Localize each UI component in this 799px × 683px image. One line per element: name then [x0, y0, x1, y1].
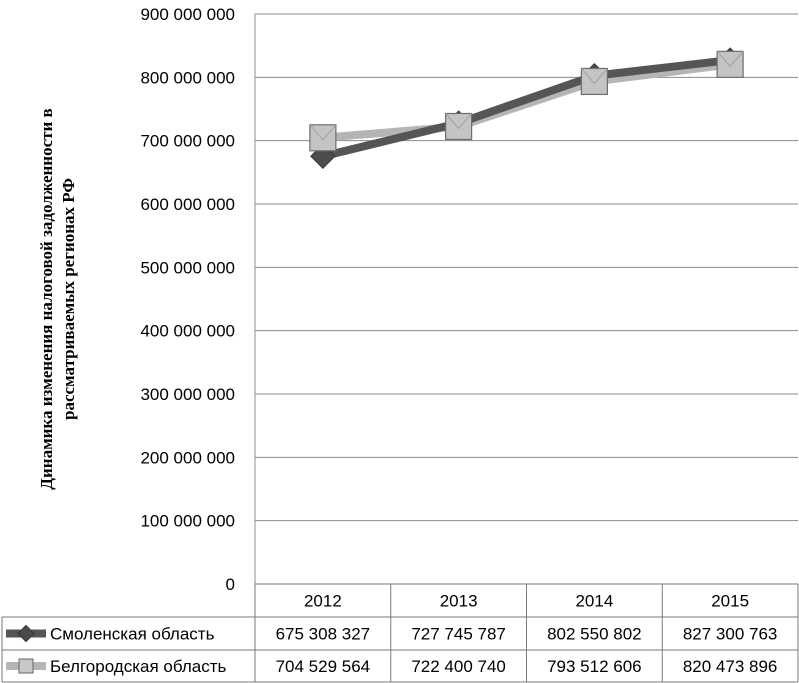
table-cell-value: 704 529 564: [276, 657, 371, 676]
y-tick-label: 600 000 000: [140, 195, 235, 214]
y-tick-label: 400 000 000: [140, 322, 235, 341]
data-table: 2012 2013 2014 2015 Смоленская область 675 30…: [1, 583, 799, 683]
data-point-square-shade: [716, 51, 744, 68]
y-axis-title-line: рассматриваемых регионах РФ: [59, 178, 78, 420]
series-line: [318, 60, 735, 142]
x-tick-label: 2014: [575, 592, 613, 611]
table-cell-value: 727 745 787: [411, 625, 506, 644]
legend-marker-square: [18, 658, 34, 674]
y-axis-title: Динамика изменения налоговой задолженнос…: [37, 108, 78, 489]
y-tick-label: 800 000 000: [140, 68, 235, 87]
x-tick-label: 2012: [304, 592, 342, 611]
y-axis-title-line: Динамика изменения налоговой задолженнос…: [37, 108, 56, 489]
grid: [255, 13, 798, 522]
y-tick-label: 700 000 000: [140, 132, 235, 151]
table-cell-value: 802 550 802: [547, 625, 642, 644]
table-cell-value: 722 400 740: [411, 657, 506, 676]
x-tick-label: 2013: [440, 592, 478, 611]
series-line: [318, 56, 735, 161]
y-tick-label: 300 000 000: [140, 385, 235, 404]
data-point-square-shade: [445, 113, 473, 130]
legend-series-name: Белгородская область: [50, 657, 226, 676]
y-tick-label: 500 000 000: [140, 258, 235, 277]
legend-marker-diamond: [17, 624, 35, 643]
data-point-square-shade: [580, 68, 608, 85]
y-tick-label: 900 000 000: [140, 5, 235, 24]
table-cell-value: 675 308 327: [276, 625, 371, 644]
table-cell-value: 820 473 896: [683, 657, 778, 676]
x-tick-label: 2015: [711, 592, 749, 611]
y-tick-label: 200 000 000: [140, 448, 235, 467]
y-tick-label: 100 000 000: [140, 512, 235, 531]
legend-series-name: Смоленская область: [50, 625, 215, 644]
y-tick-label: 0: [226, 575, 235, 594]
series-layer: [309, 47, 744, 170]
y-axis: 0 100 000 000 200 000 000 300 000 000 400 00…: [140, 5, 256, 594]
table-cell-value: 793 512 606: [547, 657, 642, 676]
table-cell-value: 827 300 763: [683, 625, 778, 644]
data-point-square-shade: [309, 124, 337, 141]
